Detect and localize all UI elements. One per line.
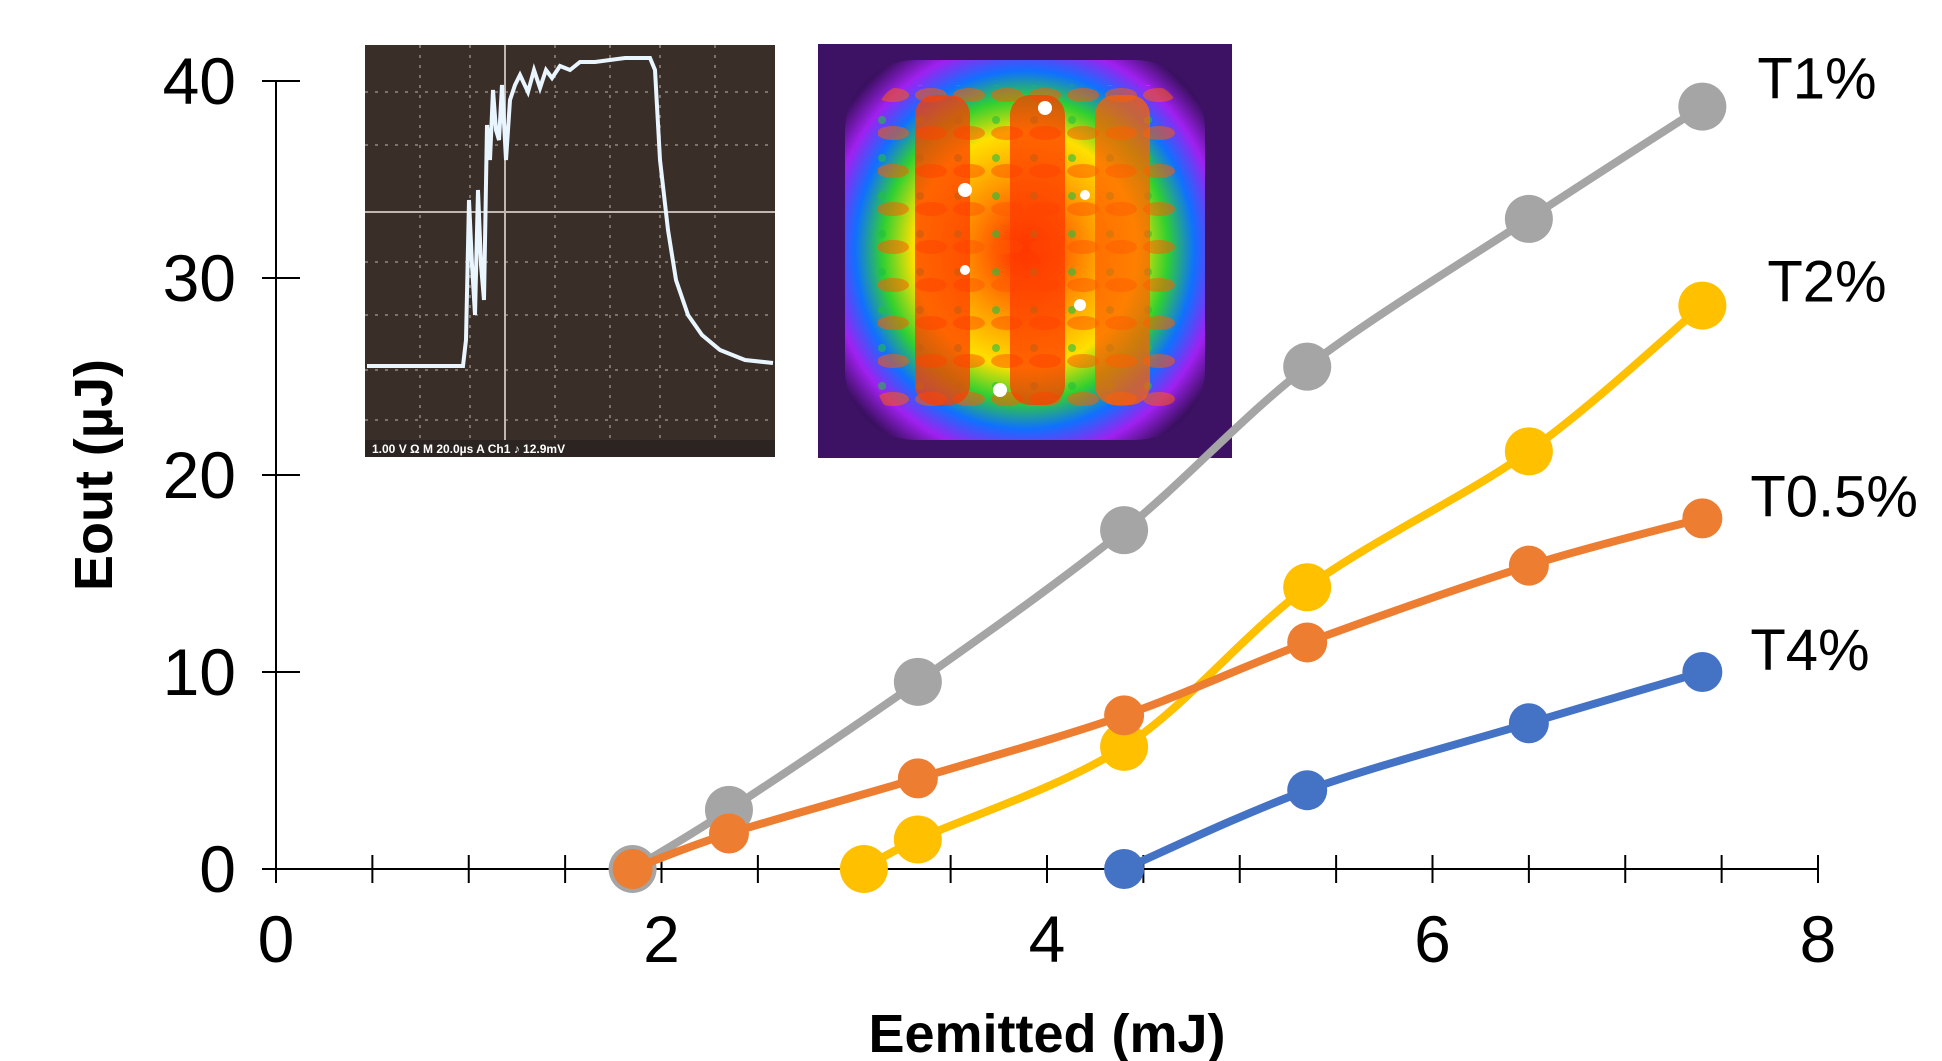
tick-labels: 0 2 4 6 8 0 10 20 30 40 (163, 44, 1837, 976)
series-labels: T1% T2% T0.5% T4% (1750, 47, 1918, 683)
series-t4 (1104, 652, 1723, 889)
data-point-t05 (708, 813, 749, 854)
data-point-t4 (1508, 703, 1549, 744)
x-tick-label: 4 (1029, 902, 1066, 976)
data-point-t2 (1678, 281, 1727, 330)
oscilloscope-inset: 1.00 V Ω M 20.0µs A Ch1 ♪ 12.9mV (365, 45, 775, 457)
data-point-t4 (1682, 652, 1723, 692)
data-point-t1 (1100, 506, 1149, 555)
series-label-t4: T4% (1750, 618, 1869, 683)
y-tick-label: 0 (199, 832, 236, 906)
y-tick-label: 30 (163, 241, 236, 315)
y-tick-label: 40 (163, 44, 236, 118)
series-layer (608, 82, 1727, 893)
beam-profile-inset (818, 44, 1232, 458)
data-point-t05 (897, 758, 938, 799)
x-tick-label: 0 (258, 902, 295, 976)
data-point-t05 (1682, 498, 1723, 539)
data-point-t2 (893, 815, 942, 864)
y-axis-title: Eout (µJ) (64, 359, 124, 591)
series-line-t4 (1122, 668, 1704, 873)
data-point-t05 (1287, 622, 1328, 663)
data-point-t1 (1678, 82, 1727, 131)
series-label-t1: T1% (1757, 47, 1876, 112)
x-tick-label: 6 (1414, 902, 1451, 976)
scope-readout: 1.00 V Ω M 20.0µs A Ch1 ♪ 12.9mV (372, 442, 565, 456)
x-tick-label: 8 (1800, 902, 1837, 976)
data-point-t4 (1287, 770, 1328, 811)
data-point-t1 (1283, 342, 1332, 391)
data-point-t2 (1504, 427, 1553, 476)
ticks (262, 80, 1819, 883)
data-point-t05 (612, 849, 653, 889)
data-point-t1 (1504, 194, 1553, 243)
series-line-t2 (861, 302, 1705, 873)
series-t2 (839, 281, 1727, 893)
beam-hotspots (958, 101, 1090, 397)
series-t1 (608, 82, 1727, 893)
data-point-t05 (1104, 695, 1145, 736)
data-point-t4 (1104, 849, 1145, 889)
beam-columns (915, 95, 1150, 405)
data-point-t05 (1508, 545, 1549, 586)
series-label-t2: T2% (1767, 250, 1886, 315)
data-point-t1 (893, 657, 942, 706)
x-axis-title: Eemitted (mJ) (868, 1004, 1225, 1061)
series-label-t05: T0.5% (1750, 464, 1918, 529)
data-point-t2 (1283, 563, 1332, 612)
data-point-t2 (839, 845, 888, 893)
y-tick-label: 10 (163, 635, 236, 709)
data-point-t2 (1100, 722, 1149, 771)
series-t05 (612, 498, 1723, 889)
x-tick-label: 2 (643, 902, 680, 976)
scope-grid (365, 45, 775, 440)
scope-trace (367, 56, 774, 368)
y-tick-label: 20 (163, 438, 236, 512)
